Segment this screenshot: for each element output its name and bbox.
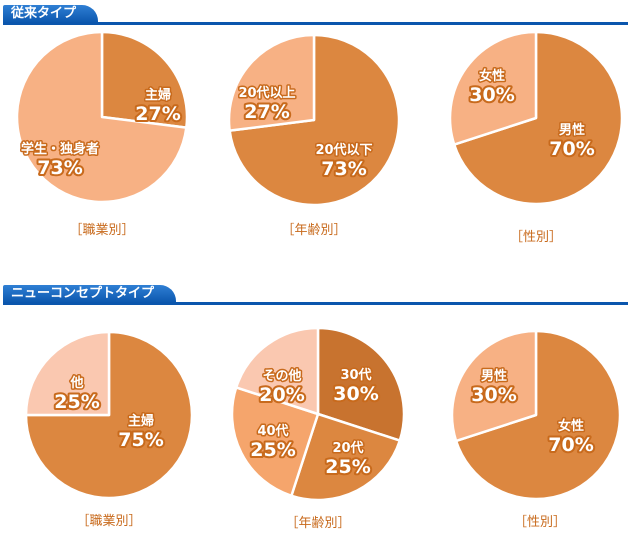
slice-percent: 70% [549, 138, 594, 160]
slice-percent: 27% [135, 103, 180, 125]
slice-name: 主婦 [128, 413, 154, 429]
slice-name: 女性 [479, 68, 505, 84]
slice-percent: 70% [548, 434, 593, 456]
slice-name: 20代以上 [238, 85, 295, 101]
slice-name: 20代以下 [315, 142, 372, 158]
pie-slice [24, 330, 111, 417]
slice-name: 男性 [481, 368, 507, 384]
slice-name: 他 [69, 375, 83, 391]
section-title: ニューコンセプトタイプ [3, 285, 177, 303]
section-header-new-concept: ニューコンセプトタイプ [0, 283, 630, 307]
slice-name: 女性 [558, 418, 584, 434]
slice-percent: 30% [469, 84, 514, 106]
pie-slice [24, 330, 194, 500]
pie-slice [15, 30, 188, 204]
slice-name: その他 [262, 368, 301, 384]
pie-slice [454, 329, 622, 501]
pie-chart-new-concept-occupation: 主婦 75% 他 25% ［職業別］ [9, 305, 209, 545]
pie-slice [448, 30, 538, 146]
slice-name: 30代 [340, 367, 371, 383]
slice-percent: 25% [250, 439, 295, 461]
pie-slice [230, 386, 320, 498]
slice-percent: 20% [259, 384, 304, 406]
slice-percent: 25% [54, 391, 99, 413]
pie-chart-traditional-gender: 男性 70% 女性 30% ［性別］ [436, 30, 630, 270]
slice-percent: 25% [325, 456, 370, 478]
chart-caption: ［性別］ [513, 515, 566, 530]
pie-chart-new-concept-age: 30代 30% 20代 25% 40代 25% その他 20% ［年齢別］ [218, 305, 418, 545]
chart-caption: ［年齢別］ [281, 223, 347, 238]
slice-percent: 30% [333, 383, 378, 405]
pie-slice [452, 30, 624, 206]
slice-name: 40代 [257, 423, 288, 439]
slice-name: 男性 [559, 122, 585, 138]
section-rule [3, 302, 628, 305]
pie-slice [316, 326, 406, 442]
slice-percent: 27% [244, 101, 289, 123]
slice-name: 学生・独身者 [21, 141, 99, 157]
slice-name: 主婦 [145, 87, 171, 103]
pie-slice [100, 30, 189, 129]
pie-slice [290, 412, 402, 502]
slice-label: 他25% [52, 374, 101, 416]
section-header-traditional: 従来タイプ [0, 3, 630, 27]
section-title: 従来タイプ [3, 5, 99, 23]
chart-caption: ［性別］ [509, 230, 562, 245]
slice-percent: 30% [471, 384, 516, 406]
pie-chart-new-concept-gender: 女性 70% 男性 30% ［性別］ [440, 305, 630, 545]
pie-slice [234, 326, 320, 416]
slice-percent: 73% [37, 157, 82, 179]
pie-chart-traditional-age: 20代以下 73% 20代以上 27% ［年齢別］ [214, 30, 414, 270]
pie-chart-traditional-occupation: 主婦 27% 学生・独身者 73% ［職業別］ [2, 30, 202, 270]
pie-slice [227, 33, 316, 132]
slice-percent: 75% [118, 429, 163, 451]
slice-name: 20代 [332, 440, 363, 456]
chart-caption: ［職業別］ [76, 514, 142, 529]
slice-percent: 73% [321, 158, 366, 180]
chart-caption: ［職業別］ [69, 223, 135, 238]
section-rule [3, 22, 628, 25]
pie-slice [450, 329, 538, 443]
chart-caption: ［年齢別］ [285, 516, 351, 531]
